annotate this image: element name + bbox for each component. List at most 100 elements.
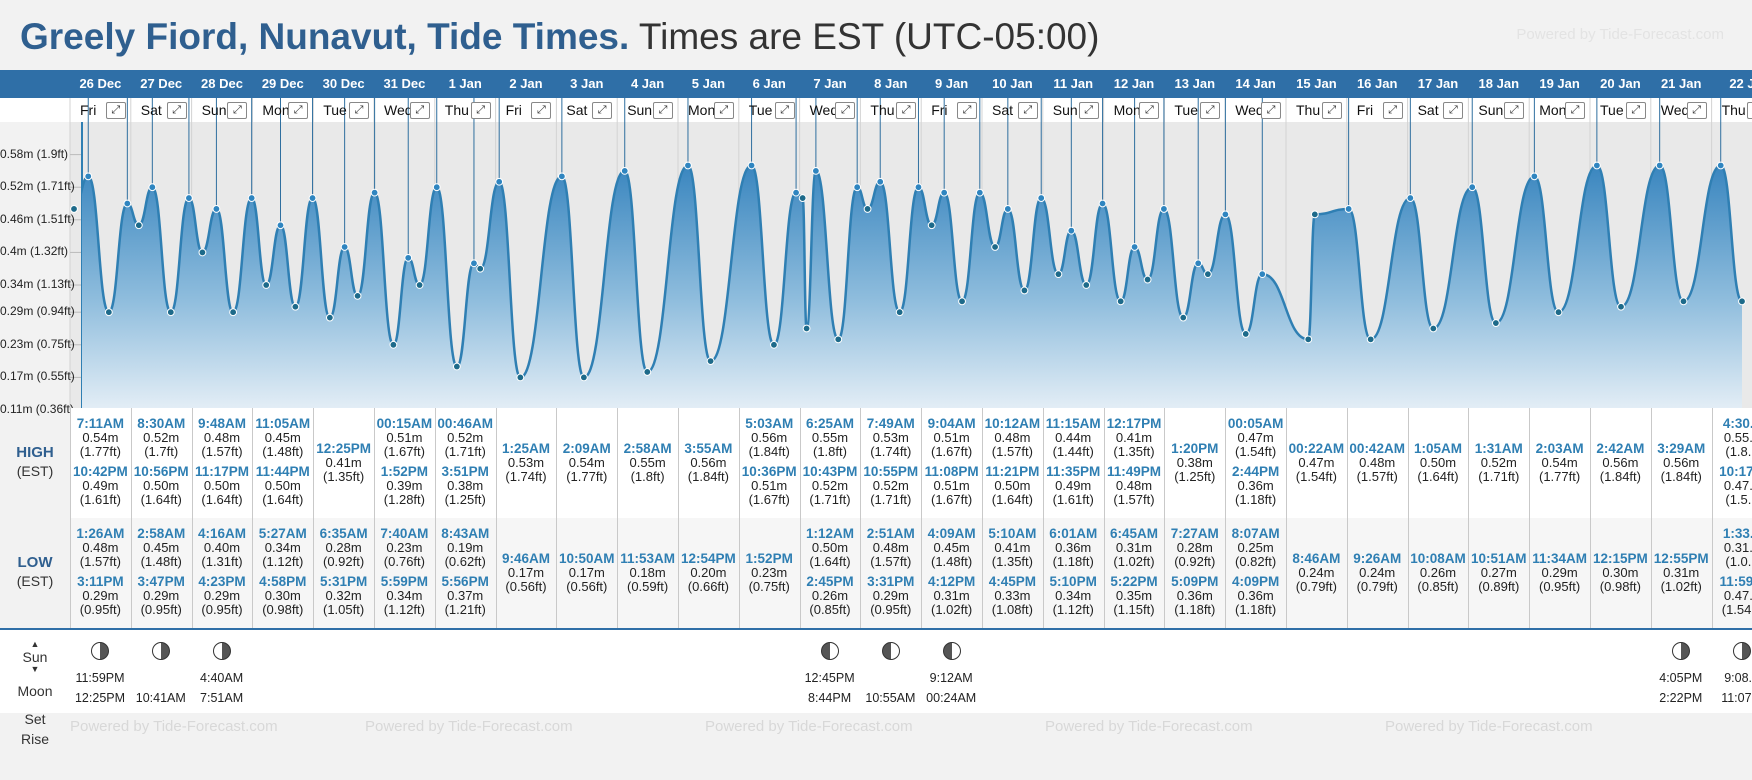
expand-day-icon[interactable]: ⤢: [1565, 102, 1585, 119]
expand-day-icon[interactable]: ⤢: [1443, 102, 1464, 119]
low-tide-cell: 12:54PM 0.20m (0.66ft): [679, 552, 738, 594]
tide-height-ft: (0.56ft): [566, 579, 608, 594]
tide-height-m: 0.36m: [1237, 588, 1274, 603]
day-separator: [982, 408, 983, 713]
tide-height-ft: (0.66ft): [687, 579, 729, 594]
tide-height-ft: (1.71ft): [870, 492, 912, 507]
y-tick-label: 0.17m (0.55ft): [0, 369, 75, 384]
weekday-label: Wed: [384, 102, 413, 118]
date-label: 29 Dec: [261, 76, 304, 91]
tide-time: 11:05AM: [255, 416, 311, 431]
high-tide-point: [432, 183, 441, 192]
date-label: 19 Jan: [1539, 76, 1580, 91]
expand-day-icon[interactable]: ⤢: [1382, 102, 1403, 119]
tide-height-m: 0.36m: [1237, 478, 1274, 493]
high-row: [70, 408, 1752, 518]
tide-time: 2:44PM: [1231, 464, 1280, 479]
high-tide-point: [1258, 270, 1267, 279]
tide-height-m: 0.31m: [933, 588, 970, 603]
tide-time: 5:10PM: [1049, 574, 1097, 589]
day-separator: [678, 408, 679, 713]
low-tide-point: [1310, 210, 1319, 219]
tide-height-ft: (1.02ft): [1660, 579, 1702, 594]
expand-day-icon[interactable]: ⤢: [592, 102, 613, 119]
high-tide-point: [1037, 194, 1046, 202]
expand-day-icon[interactable]: ⤢: [653, 102, 673, 119]
low-tide-point: [1429, 324, 1438, 333]
date-label: 7 Jan: [813, 76, 847, 91]
tide-height-m: 0.36m: [1176, 588, 1213, 603]
expand-day-icon[interactable]: ⤢: [1078, 102, 1099, 119]
tide-height-ft: (1.64ft): [991, 492, 1033, 507]
high-tide-point: [247, 194, 256, 202]
expand-day-icon[interactable]: ⤢: [713, 102, 734, 119]
low-tide-point: [1116, 297, 1125, 306]
tide-time: 5:10AM: [988, 526, 1037, 541]
expand-day-icon[interactable]: ⤢: [1504, 102, 1525, 119]
tide-height-m: 0.49m: [82, 478, 119, 493]
tide-height-ft: (1.35ft): [1113, 444, 1155, 459]
low-tide-point: [516, 373, 525, 382]
expand-day-icon[interactable]: ⤢: [1747, 102, 1752, 119]
expand-day-icon[interactable]: ⤢: [470, 102, 491, 119]
expand-day-icon[interactable]: ⤢: [896, 102, 917, 119]
weekday-label: Thu: [1721, 102, 1746, 118]
high-tide-point: [84, 172, 93, 181]
low-tide-cell: 4:16AM 0.40m (1.31ft) 4:23PM 0.29m (0.95ft): [193, 527, 252, 617]
expand-day-icon[interactable]: ⤢: [288, 102, 309, 119]
expand-day-icon[interactable]: ⤢: [349, 102, 369, 119]
tide-time: 10:17...: [1719, 464, 1752, 479]
expand-day-icon[interactable]: ⤢: [1261, 102, 1281, 119]
high-tide-point: [876, 177, 885, 186]
expand-day-icon[interactable]: ⤢: [166, 102, 187, 119]
weekday-label: Wed: [809, 102, 839, 118]
date-label: 21 Jan: [1660, 76, 1702, 91]
low-tide-point: [1366, 335, 1375, 344]
date-label: 30 Dec: [322, 76, 365, 91]
tide-time: 3:47PM: [137, 574, 185, 589]
tide-height-m: 0.28m: [1176, 540, 1213, 555]
expand-day-icon[interactable]: ⤢: [1017, 102, 1038, 119]
tide-height-ft: (1.71ft): [444, 444, 486, 459]
low-tide-point: [770, 340, 778, 349]
tide-height-ft: (1.54ft): [1234, 444, 1277, 459]
expand-day-icon[interactable]: ⤢: [105, 102, 126, 119]
weekday-label: Thu: [444, 102, 469, 118]
tide-height-ft: (1.74ft): [505, 469, 547, 484]
tide-height-m: 0.31m: [1663, 565, 1700, 580]
location-title: Greely Fiord, Nunavut, Tide Times.: [20, 16, 630, 57]
moon-time: 12:25PM: [74, 691, 126, 705]
low-tide-cell: 6:01AM 0.36m (1.18ft) 5:10PM 0.34m (1.12ft): [1044, 527, 1103, 617]
expand-day-icon[interactable]: ⤢: [409, 102, 430, 119]
tide-height-m: 0.38m: [1176, 455, 1213, 470]
sun-toggle[interactable]: ▲ Sun ▼: [0, 640, 70, 674]
high-tide-cell: 3:55AM 0.56m (1.84ft): [679, 442, 738, 484]
expand-day-icon[interactable]: ⤢: [1200, 102, 1221, 119]
date-label: 6 Jan: [752, 76, 786, 91]
tide-time: 8:43AM: [441, 526, 490, 541]
expand-day-icon[interactable]: ⤢: [1139, 102, 1160, 119]
expand-day-icon[interactable]: ⤢: [774, 102, 795, 119]
weekday-label: Fri: [931, 102, 948, 118]
low-tide-cell: 1:33...0.31...(1.0... 11:59...0.47...(1.5…: [1713, 527, 1752, 617]
tide-height-ft: (1.77ft): [79, 444, 121, 459]
tide-height-m: 0.18m: [629, 565, 666, 580]
day-separator: [130, 408, 132, 713]
date-label: 16 Jan: [1356, 76, 1398, 91]
expand-day-icon[interactable]: ⤢: [1625, 102, 1646, 119]
tide-time: 10:42PM: [73, 464, 128, 479]
tide-time: 3:11PM: [77, 574, 124, 589]
tide-height-ft: (1.28ft): [383, 492, 425, 507]
moon-phase-icon: [213, 642, 231, 660]
moon-phase-icon: [152, 642, 171, 660]
tide-time: 8:07AM: [1231, 526, 1280, 541]
expand-day-icon[interactable]: ⤢: [957, 102, 977, 119]
expand-day-icon[interactable]: ⤢: [227, 102, 248, 119]
expand-day-icon[interactable]: ⤢: [1686, 102, 1707, 119]
expand-day-icon[interactable]: ⤢: [835, 102, 856, 119]
expand-day-icon[interactable]: ⤢: [1321, 102, 1342, 119]
high-tide-cell: 11:05AM 0.45m (1.48ft) 11:44PM 0.50m (1.64ft): [253, 417, 312, 507]
expand-day-icon[interactable]: ⤢: [531, 102, 552, 119]
day-separator: [1468, 408, 1470, 713]
timezone-note: Times are EST (UTC-05:00): [629, 16, 1100, 57]
